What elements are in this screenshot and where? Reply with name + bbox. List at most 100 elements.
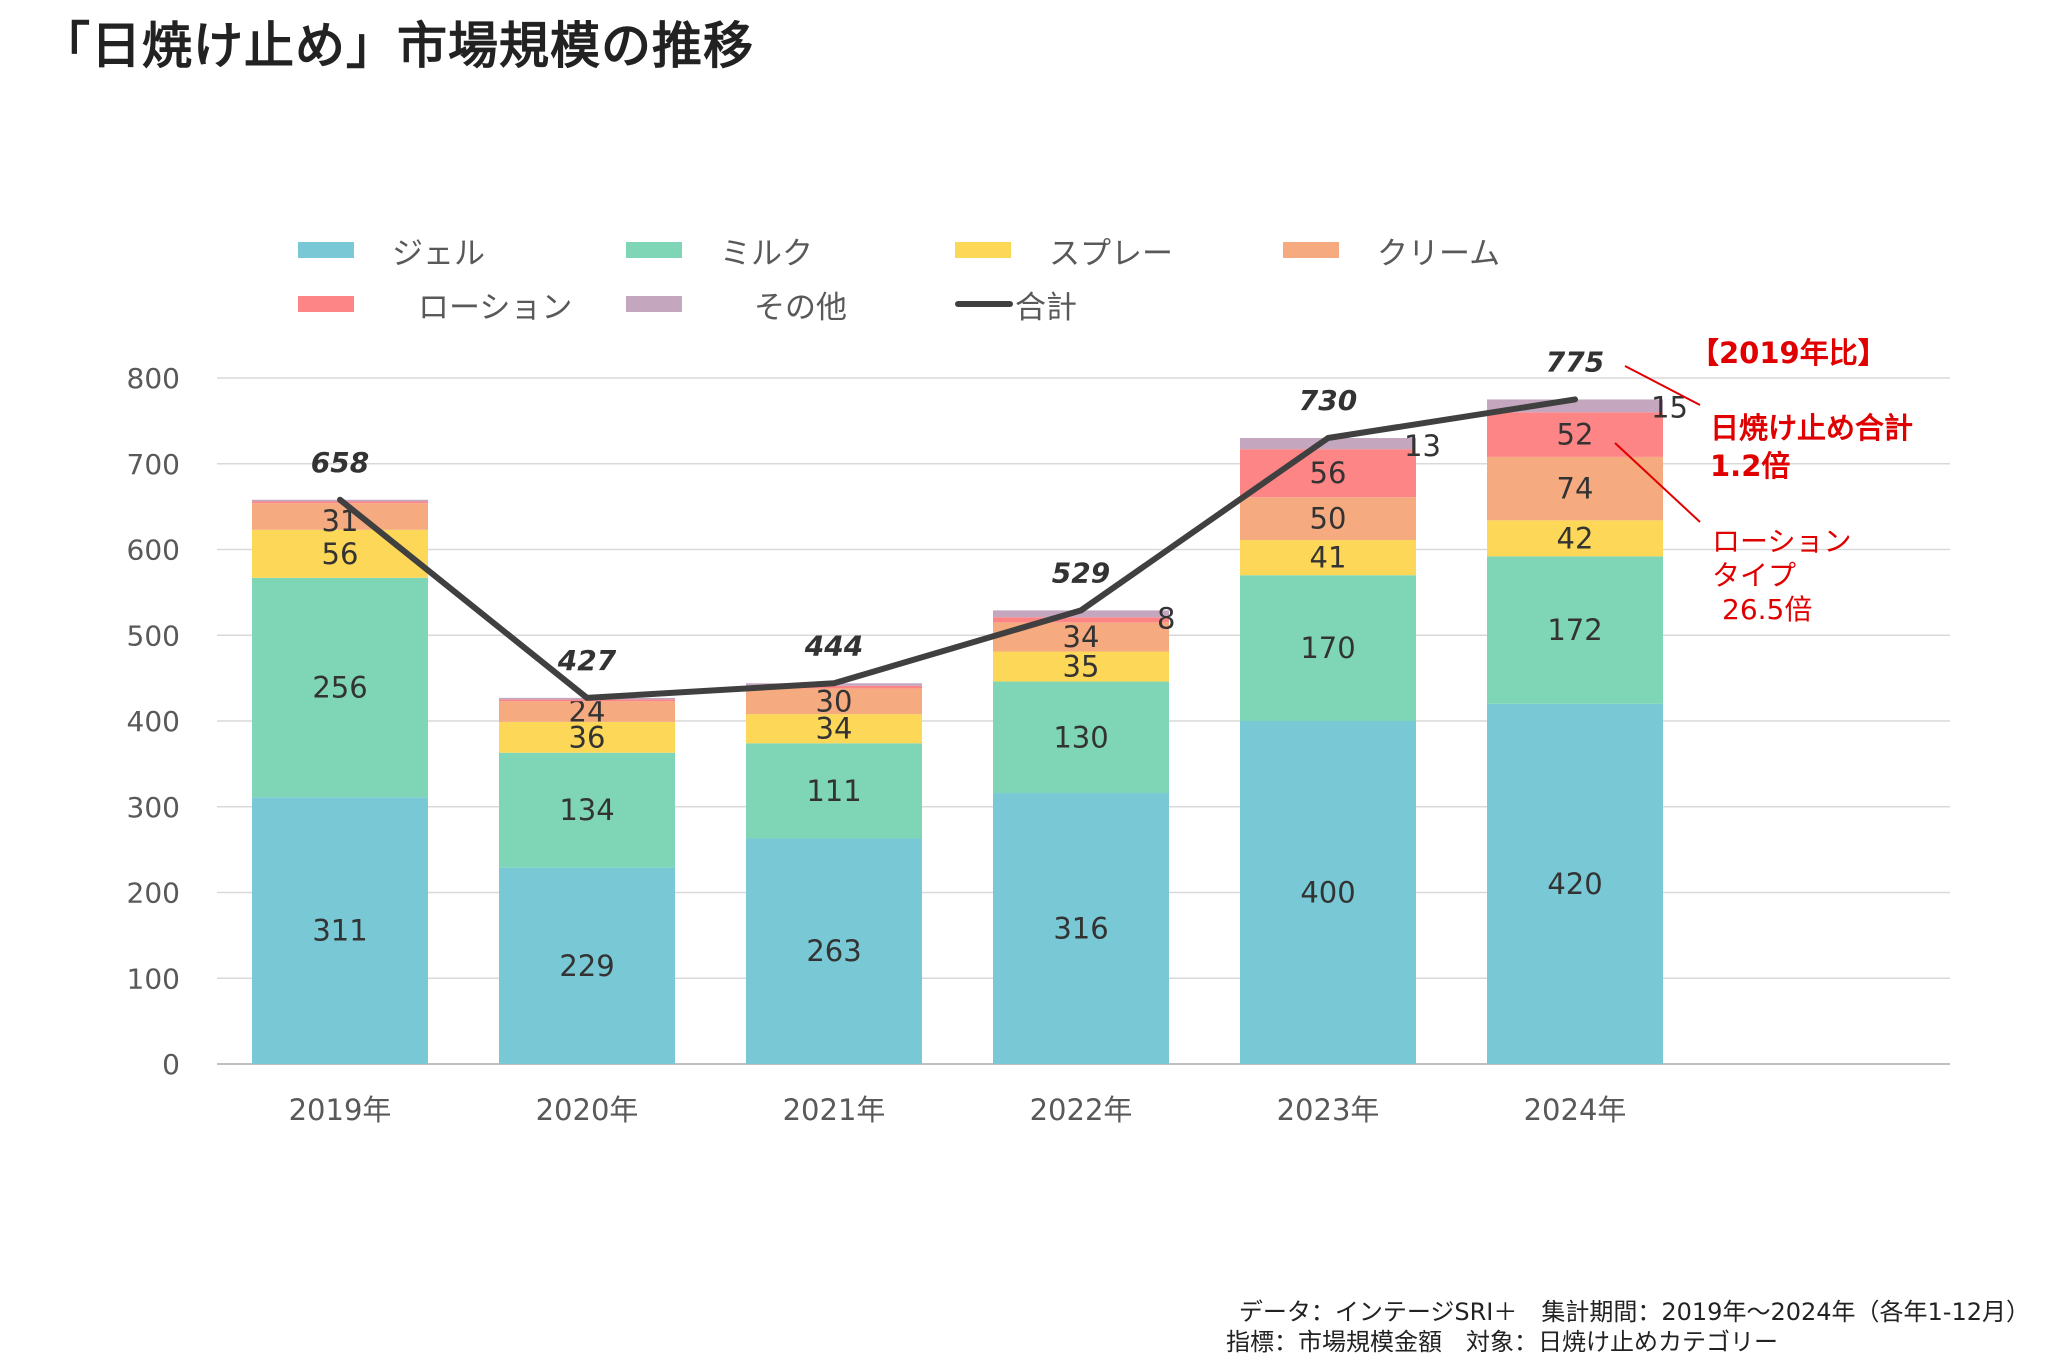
bar-value-label: 111 bbox=[806, 774, 861, 808]
bar-segment bbox=[993, 610, 1169, 618]
legend-label-other: その他 bbox=[754, 289, 847, 326]
x-tick-label: 2019年 bbox=[289, 1093, 392, 1127]
bar-value-label: 316 bbox=[1053, 912, 1108, 946]
legend-item-cream[interactable]: クリーム bbox=[1283, 230, 1500, 272]
annotation-lotion-line1: ローション bbox=[1712, 525, 1852, 558]
legend-label-milk: ミルク bbox=[720, 235, 813, 272]
x-tick-label: 2024年 bbox=[1524, 1093, 1627, 1127]
bar-segment bbox=[1240, 497, 1416, 541]
bar-segment bbox=[1487, 703, 1663, 1064]
bar-segment bbox=[252, 529, 428, 578]
total-value-label: 730 bbox=[1299, 384, 1357, 417]
bar-value-label: 400 bbox=[1300, 876, 1355, 910]
bar-value-label: 263 bbox=[806, 934, 861, 968]
bar-segment bbox=[1487, 456, 1663, 521]
y-tick-label: 300 bbox=[127, 791, 180, 824]
bar-value-label: 256 bbox=[312, 671, 367, 705]
bar-segment bbox=[252, 503, 428, 530]
bars: 3112565631229134362426311134303161303534… bbox=[252, 390, 1688, 1064]
bar-segment bbox=[1240, 449, 1416, 498]
bar-value-label: 134 bbox=[559, 793, 614, 827]
bar-value-label: 36 bbox=[569, 720, 606, 754]
legend-swatch-cream bbox=[1283, 242, 1339, 258]
bar-segment bbox=[499, 721, 675, 753]
bar-segment bbox=[1240, 575, 1416, 721]
y-tick-label: 400 bbox=[127, 705, 180, 738]
total-line: 658 427 444 529 730 775 bbox=[311, 345, 1604, 701]
legend-label-total: 合計 bbox=[1015, 289, 1077, 326]
source-line-1: データ：インテージSRI＋ 集計期間：2019年～2024年（各年1-12月） bbox=[1238, 1298, 2030, 1326]
bar-segment bbox=[993, 651, 1169, 682]
y-tick-label: 500 bbox=[127, 619, 180, 652]
bar-value-label: 229 bbox=[559, 949, 614, 983]
annotation-total-label: 日焼け止め合計 bbox=[1710, 411, 1914, 445]
bar-value-label: 52 bbox=[1557, 418, 1594, 452]
legend-item-total[interactable]: 合計 bbox=[955, 284, 1077, 326]
x-tick-label: 2023年 bbox=[1277, 1093, 1380, 1127]
source-line-2: 指標：市場規模金額 対象：日焼け止めカテゴリー bbox=[1226, 1328, 1778, 1356]
bar-value-label: 50 bbox=[1310, 502, 1347, 536]
total-series-line bbox=[337, 396, 1578, 701]
legend-line-total bbox=[955, 301, 1013, 307]
legend-swatch-spray bbox=[955, 242, 1011, 258]
bar-segment bbox=[1487, 556, 1663, 704]
annotation-total-value: 1.2倍 bbox=[1710, 449, 1791, 483]
x-tick-label: 2022年 bbox=[1030, 1093, 1133, 1127]
bar-segment bbox=[1240, 540, 1416, 576]
bar-value-label: 35 bbox=[1063, 650, 1100, 684]
bar-segment bbox=[252, 577, 428, 798]
bar-value-label: 172 bbox=[1547, 613, 1602, 647]
legend-item-gel[interactable]: ジェル bbox=[298, 230, 485, 272]
bar-segment bbox=[993, 617, 1169, 623]
bar-segment bbox=[499, 867, 675, 1064]
bar-value-label: 56 bbox=[322, 537, 359, 571]
bar-segment bbox=[1240, 438, 1416, 450]
bar-value-label: 30 bbox=[816, 684, 853, 718]
bar-segment bbox=[1240, 721, 1416, 1064]
legend-item-other[interactable]: その他 bbox=[626, 284, 847, 326]
bar-value-label: 34 bbox=[1063, 620, 1100, 654]
legend-swatch-gel bbox=[298, 242, 354, 258]
legend-label-spray: スプレー bbox=[1049, 235, 1173, 272]
bar-segment bbox=[746, 743, 922, 839]
total-value-label: 444 bbox=[804, 629, 863, 662]
bar-value-label: 56 bbox=[1310, 456, 1347, 490]
annotation-header: 【2019年比】 bbox=[1690, 336, 1887, 370]
y-axis-ticks: 0 100 200 300 400 500 600 700 800 bbox=[127, 362, 180, 1081]
bar-segment bbox=[993, 681, 1169, 794]
bar-segment bbox=[1487, 412, 1663, 457]
y-tick-label: 100 bbox=[127, 962, 180, 995]
bar-segment bbox=[252, 797, 428, 1064]
bar-value-label: 42 bbox=[1557, 521, 1594, 555]
bar-value-label: 41 bbox=[1310, 541, 1347, 575]
legend-swatch-milk bbox=[626, 242, 682, 258]
legend-swatch-lotion bbox=[298, 296, 354, 312]
bar-value-label: 130 bbox=[1053, 720, 1108, 754]
bar-segment bbox=[1487, 520, 1663, 557]
bar-segment bbox=[746, 688, 922, 715]
legend-item-lotion[interactable]: ローション bbox=[298, 284, 573, 326]
bar-value-label: 8 bbox=[1157, 601, 1175, 635]
bar-value-label: 74 bbox=[1557, 472, 1594, 506]
x-axis-ticks: 2019年 2020年 2021年 2022年 2023年 2024年 bbox=[289, 1093, 1627, 1127]
bar-segment bbox=[499, 701, 675, 722]
bar-segment bbox=[746, 838, 922, 1064]
annotation-leaders bbox=[1614, 365, 1701, 523]
y-tick-label: 0 bbox=[162, 1048, 180, 1081]
total-value-label: 658 bbox=[311, 446, 369, 479]
annotation-lotion-line2: タイプ bbox=[1712, 559, 1797, 592]
total-value-label: 775 bbox=[1546, 345, 1604, 378]
y-tick-label: 200 bbox=[127, 877, 180, 910]
legend-item-milk[interactable]: ミルク bbox=[626, 230, 813, 272]
y-tick-label: 800 bbox=[127, 362, 180, 395]
total-value-label: 529 bbox=[1052, 556, 1110, 589]
leader-lotion bbox=[1614, 442, 1701, 523]
legend-item-spray[interactable]: スプレー bbox=[955, 230, 1173, 272]
legend-label-gel: ジェル bbox=[392, 235, 485, 272]
bar-segment bbox=[746, 685, 922, 689]
total-value-label: 427 bbox=[557, 644, 617, 677]
legend-label-lotion: ローション bbox=[418, 289, 573, 326]
legend-swatch-other bbox=[626, 296, 682, 312]
bar-value-label: 420 bbox=[1547, 867, 1602, 901]
